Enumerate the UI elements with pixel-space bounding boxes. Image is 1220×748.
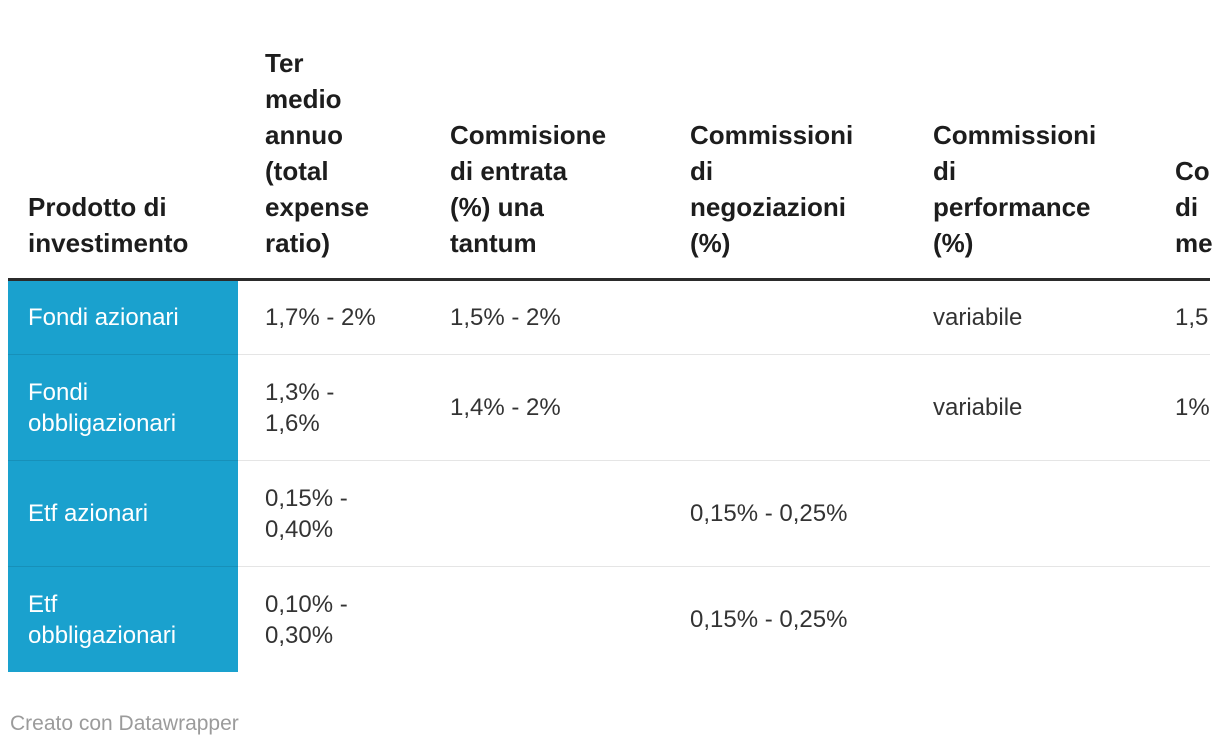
- row-label: Etf obbligazionari: [8, 566, 238, 672]
- fees-table: Prodotto di investimento Ter medio annuo…: [8, 0, 1213, 672]
- cell-negoziazioni: 0,15% - 0,25%: [690, 566, 933, 672]
- row-label: Fondi azionari: [8, 281, 238, 354]
- cell-entrata: [450, 460, 690, 566]
- cell-entrata: [450, 566, 690, 672]
- cell-entrata: 1,5% - 2%: [450, 304, 561, 331]
- cell-entrata: 1,4% - 2%: [450, 354, 690, 460]
- column-header-product: Prodotto di investimento: [8, 0, 238, 281]
- row-label: Fondi obbligazionari: [8, 354, 238, 460]
- cell-truncated: [1175, 460, 1210, 566]
- cell-truncated: [1175, 566, 1210, 672]
- cell-truncated: 1,5: [1175, 304, 1209, 331]
- column-header-performance: Commissioni di performance (%): [933, 0, 1175, 281]
- cell-negoziazioni: 0,15% - 0,25%: [690, 460, 933, 566]
- cell-ter: 1,3% - 1,6%: [238, 354, 450, 460]
- cell-performance: variabile: [933, 304, 1023, 331]
- cell-performance: [933, 460, 1175, 566]
- cell-truncated: 1%: [1175, 354, 1210, 460]
- row-label: Etf azionari: [8, 460, 238, 566]
- cell-negoziazioni: [690, 354, 933, 460]
- column-header-negoziazioni: Commissioni di negoziazioni (%): [690, 0, 933, 281]
- column-header-ter: Ter medio annuo (total expense ratio): [238, 0, 450, 281]
- datawrapper-credit-link[interactable]: Creato con Datawrapper: [10, 712, 239, 735]
- column-header-entrata: Commisione di entrata (%) una tantum: [450, 0, 690, 281]
- cell-ter: 0,10% - 0,30%: [238, 566, 450, 672]
- column-header-truncated: Co di me: [1175, 0, 1213, 281]
- cell-negoziazioni: [690, 281, 933, 354]
- cell-performance: variabile: [933, 354, 1175, 460]
- cell-performance: [933, 566, 1175, 672]
- cell-ter: 0,15% - 0,40%: [238, 460, 450, 566]
- cell-ter: 1,7% - 2%: [265, 304, 376, 331]
